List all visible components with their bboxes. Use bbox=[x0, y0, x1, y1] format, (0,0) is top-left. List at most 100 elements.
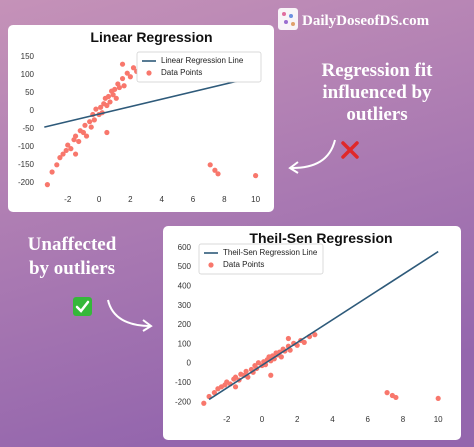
y-tick-label: 50 bbox=[25, 88, 34, 97]
logo-icon bbox=[278, 8, 298, 30]
data-point bbox=[60, 151, 66, 157]
y-tick-label: 500 bbox=[178, 262, 192, 271]
data-point bbox=[104, 129, 110, 136]
data-point bbox=[98, 104, 104, 110]
data-point bbox=[243, 368, 249, 374]
legend-label: Data Points bbox=[223, 260, 264, 269]
data-point bbox=[384, 390, 390, 396]
legend-label: Linear Regression Line bbox=[161, 56, 244, 65]
data-point bbox=[80, 129, 86, 136]
y-tick-label: 0 bbox=[30, 106, 35, 115]
chart-title: Theil-Sen Regression bbox=[249, 230, 392, 246]
y-tick-label: 200 bbox=[178, 320, 192, 329]
check-icon bbox=[73, 297, 92, 316]
y-tick-label: 300 bbox=[178, 301, 192, 310]
chart-title: Linear Regression bbox=[90, 29, 212, 45]
data-point bbox=[127, 74, 133, 80]
legend-box bbox=[136, 51, 262, 83]
x-tick-label: 10 bbox=[251, 195, 260, 204]
data-point bbox=[105, 93, 112, 100]
data-point bbox=[88, 124, 94, 130]
x-tick-label: 2 bbox=[128, 195, 133, 204]
data-point bbox=[119, 75, 126, 82]
data-point bbox=[435, 395, 441, 402]
cross-icon bbox=[341, 141, 359, 159]
legend-label: Theil-Sen Regression Line bbox=[223, 248, 318, 257]
data-point bbox=[201, 400, 207, 406]
arrow-head bbox=[288, 161, 299, 174]
data-point bbox=[285, 335, 291, 342]
data-point bbox=[312, 332, 318, 338]
annotation: outliers bbox=[346, 104, 407, 125]
data-point bbox=[124, 70, 130, 76]
y-tick-label: -200 bbox=[175, 397, 192, 406]
data-point bbox=[232, 374, 239, 380]
data-point bbox=[49, 169, 55, 175]
data-point bbox=[393, 394, 399, 401]
data-point bbox=[110, 92, 116, 98]
y-tick-label: 600 bbox=[178, 243, 192, 252]
data-point bbox=[76, 138, 82, 145]
data-point bbox=[121, 83, 127, 89]
x-tick-label: 2 bbox=[295, 415, 300, 424]
data-point bbox=[72, 133, 79, 139]
data-point bbox=[72, 151, 79, 157]
data-point bbox=[63, 147, 69, 154]
y-tick-label: -200 bbox=[18, 178, 35, 187]
annotation: Regression fit bbox=[322, 60, 434, 81]
data-point bbox=[253, 173, 259, 179]
regression-line bbox=[44, 76, 256, 128]
data-point bbox=[87, 119, 93, 125]
data-point bbox=[104, 102, 110, 109]
legend-swatch bbox=[208, 262, 214, 268]
brand: DailyDoseofDS.com bbox=[302, 13, 430, 29]
legend-box bbox=[198, 243, 324, 275]
x-tick-label: -2 bbox=[223, 415, 231, 424]
data-point bbox=[112, 86, 118, 92]
y-tick-label: -50 bbox=[22, 124, 34, 133]
x-tick-label: 6 bbox=[191, 195, 196, 204]
data-point bbox=[65, 142, 71, 148]
annotation: influenced by bbox=[322, 82, 432, 103]
data-point bbox=[91, 117, 97, 123]
x-tick-label: 8 bbox=[401, 415, 406, 424]
data-point bbox=[57, 155, 63, 161]
regression-line bbox=[208, 250, 439, 401]
data-point bbox=[212, 167, 218, 173]
y-tick-label: 100 bbox=[178, 339, 192, 348]
data-point bbox=[130, 65, 137, 71]
x-tick-label: 6 bbox=[365, 415, 370, 424]
x-tick-label: 4 bbox=[330, 415, 335, 424]
x-tick-label: 0 bbox=[97, 195, 102, 204]
legend-label: Data Points bbox=[161, 68, 202, 77]
data-point bbox=[215, 171, 221, 177]
legend-swatch bbox=[146, 70, 152, 76]
data-point bbox=[119, 61, 126, 67]
x-tick-label: 10 bbox=[434, 415, 443, 424]
data-point bbox=[232, 384, 239, 390]
y-tick-label: 100 bbox=[21, 70, 35, 79]
x-tick-label: 0 bbox=[260, 415, 265, 424]
data-point bbox=[93, 106, 99, 112]
data-point bbox=[82, 122, 88, 128]
annotation: by outliers bbox=[29, 258, 115, 279]
data-point bbox=[44, 182, 50, 188]
data-point bbox=[68, 146, 74, 152]
arrow bbox=[107, 299, 151, 327]
annotation: Unaffected bbox=[28, 234, 117, 255]
data-point bbox=[113, 95, 119, 101]
data-point bbox=[268, 372, 274, 378]
data-point bbox=[54, 162, 60, 168]
arrow-head bbox=[142, 319, 153, 332]
data-point bbox=[116, 84, 123, 91]
x-tick-label: 8 bbox=[222, 195, 227, 204]
data-point bbox=[278, 354, 284, 360]
y-tick-label: -100 bbox=[18, 142, 35, 151]
y-tick-label: 400 bbox=[178, 281, 192, 290]
data-point bbox=[207, 162, 213, 168]
y-tick-label: -150 bbox=[18, 160, 35, 169]
x-tick-label: -2 bbox=[64, 195, 72, 204]
y-tick-label: -100 bbox=[175, 378, 192, 387]
data-point bbox=[255, 360, 262, 366]
